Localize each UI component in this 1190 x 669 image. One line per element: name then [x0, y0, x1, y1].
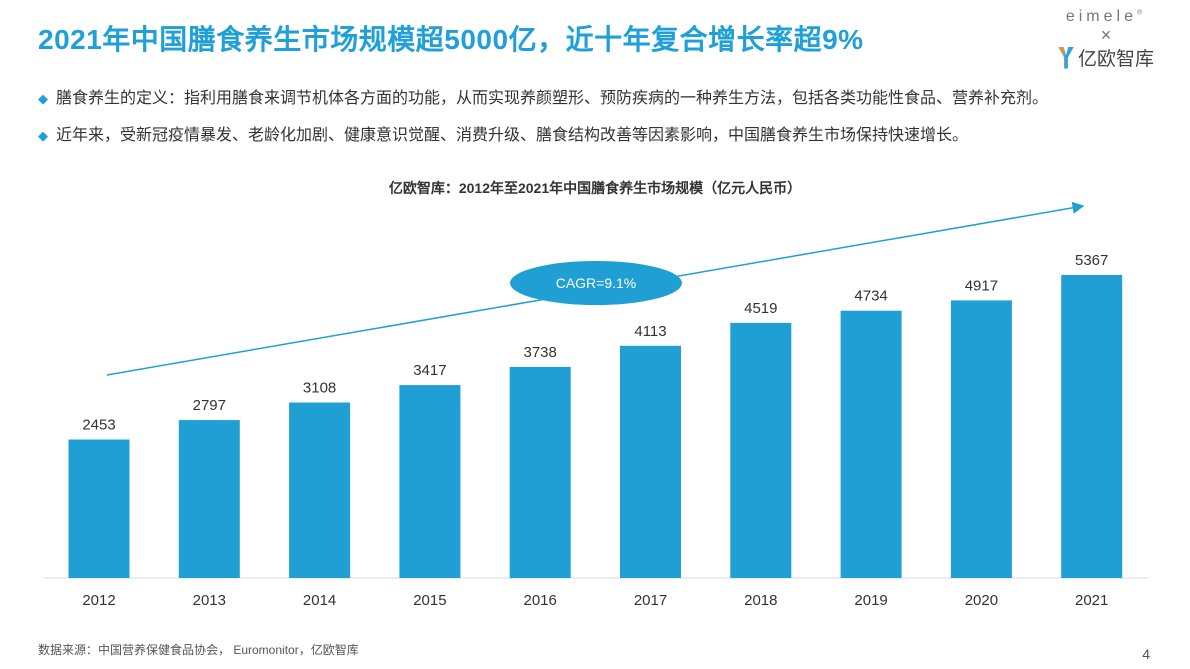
logo-yiou: 亿欧智库: [1077, 49, 1154, 70]
data-label: 2453: [82, 417, 115, 434]
bar-2017: [620, 345, 681, 578]
bar-2019: [840, 310, 902, 578]
x-tick-label: 2012: [82, 592, 115, 609]
source-note: 数据来源：中国营养保健食品协会， Euromonitor，亿欧智库: [38, 643, 359, 657]
logo-eimele: eimele: [1065, 8, 1137, 25]
logo-cross: ×: [1100, 25, 1112, 45]
x-tick-label: 2015: [413, 592, 446, 609]
bar-2012: [68, 439, 130, 578]
bar-2018: [730, 322, 792, 578]
diamond-icon: ◆: [38, 128, 48, 143]
data-label: 2797: [193, 397, 226, 414]
x-tick-label: 2013: [193, 592, 226, 609]
bar-2016: [509, 366, 571, 578]
data-label: 5367: [1075, 252, 1108, 269]
bullet-growth: ◆ 近年来，受新冠疫情暴发、老龄化加剧、健康意识觉醒、消费升级、膳食结构改善等因素…: [38, 121, 968, 145]
data-label: 3417: [413, 362, 446, 379]
cagr-label: CAGR=9.1%: [556, 275, 637, 291]
bar-2014: [289, 402, 351, 578]
chart-title: 亿欧智库：2012年至2021年中国膳食养生市场规模（亿元人民币）: [388, 180, 802, 196]
x-tick-label: 2021: [1075, 592, 1108, 609]
bar-2021: [1061, 275, 1123, 578]
x-tick-label: 2018: [744, 592, 777, 609]
registered-mark: ®: [1136, 9, 1147, 17]
data-label: 3108: [303, 380, 336, 397]
x-tick-label: 2017: [634, 592, 667, 609]
data-label: 4113: [634, 323, 666, 340]
page-title: 2021年中国膳食养生市场规模超5000亿，近十年复合增长率超9%: [38, 24, 864, 55]
x-tick-label: 2014: [303, 592, 336, 609]
x-tick-label: 2019: [854, 592, 887, 609]
x-tick-label: 2020: [965, 592, 998, 609]
bullet-definition: ◆ 膳食养生的定义：指利用膳食来调节机体各方面的功能，从而实现养颜塑形、预防疾病的…: [38, 84, 1048, 108]
bar-2015: [399, 385, 461, 578]
page-number: 4: [1142, 646, 1150, 662]
data-label: 4917: [965, 277, 998, 294]
data-label: 4519: [744, 300, 777, 317]
diamond-icon: ◆: [38, 91, 48, 106]
data-label: 4734: [854, 288, 887, 305]
data-label: 3738: [524, 344, 557, 361]
cagr-ellipse: [510, 261, 682, 305]
bar-2020: [950, 300, 1012, 578]
logo: eimele® × 亿欧智库: [1046, 8, 1166, 71]
bar-2013: [178, 420, 240, 578]
bullet-text: 近年来，受新冠疫情暴发、老龄化加剧、健康意识觉醒、消费升级、膳食结构改善等因素影…: [56, 127, 969, 144]
bullet-text: 膳食养生的定义：指利用膳食来调节机体各方面的功能，从而实现养颜塑形、预防疾病的一…: [56, 90, 1049, 107]
x-tick-label: 2016: [524, 592, 557, 609]
